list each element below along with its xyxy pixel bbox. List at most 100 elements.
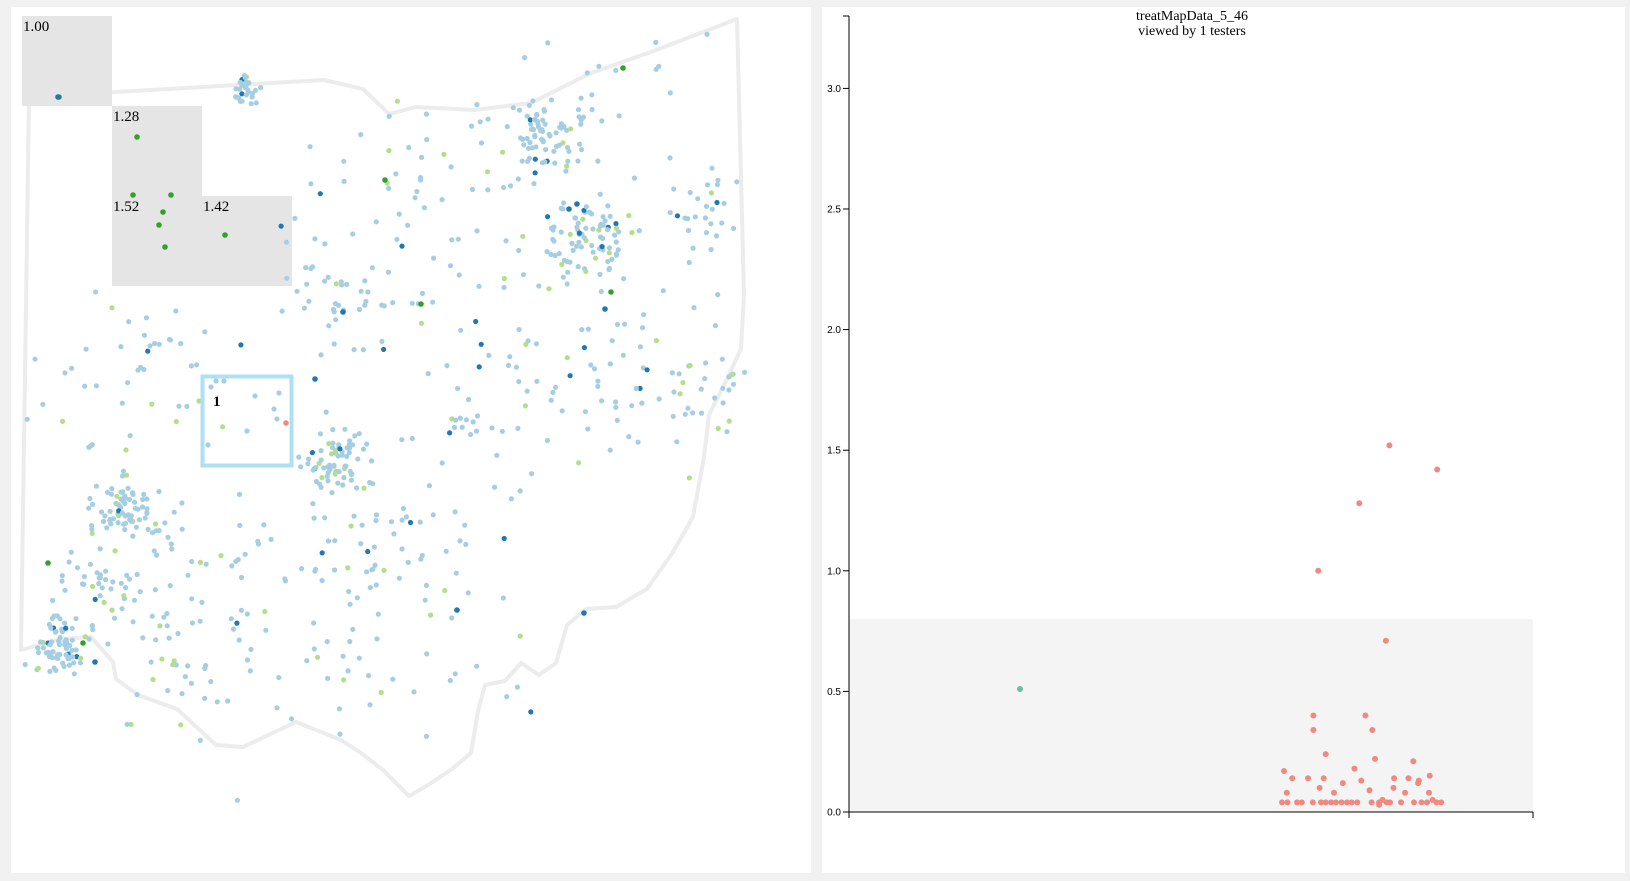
scatter-point-1-4[interactable] bbox=[1382, 637, 1389, 644]
scatter-point-1-11[interactable] bbox=[1410, 758, 1417, 765]
map-point-728 bbox=[399, 517, 405, 523]
scatter-point-1-51[interactable] bbox=[1424, 799, 1430, 806]
scatter-point-1-12[interactable] bbox=[1281, 768, 1287, 774]
map-point-dark-green-7 bbox=[222, 232, 228, 238]
scatter-point-1-33[interactable] bbox=[1294, 799, 1300, 806]
scatter-point-1-16[interactable] bbox=[1305, 775, 1311, 782]
y-tick-label-0: 0.0 bbox=[827, 808, 841, 819]
map-point-128 bbox=[136, 517, 142, 523]
scatter-point-1-34[interactable] bbox=[1298, 799, 1305, 806]
map-point-106 bbox=[114, 493, 120, 499]
map-point-637 bbox=[189, 620, 196, 626]
scatter-point-1-13[interactable] bbox=[1351, 765, 1358, 772]
map-point-709 bbox=[599, 118, 605, 124]
selection-box[interactable] bbox=[200, 374, 294, 468]
scatter-point-1-55[interactable] bbox=[1387, 799, 1393, 806]
map-point-149 bbox=[317, 431, 324, 437]
map-point-806 bbox=[89, 622, 95, 629]
scatter-point-1-5[interactable] bbox=[1310, 712, 1317, 719]
map-point-445 bbox=[449, 237, 455, 243]
scatter-point-1-21[interactable] bbox=[1358, 777, 1365, 784]
scatter-point-1-2[interactable] bbox=[1356, 500, 1363, 507]
scatter-point-1-15[interactable] bbox=[1289, 775, 1296, 782]
scatter-point-1-29[interactable] bbox=[1402, 789, 1409, 796]
scatter-point-1-30[interactable] bbox=[1426, 789, 1432, 796]
scatter-point-1-26[interactable] bbox=[1283, 789, 1290, 796]
scatter-point-1-19[interactable] bbox=[1405, 775, 1412, 782]
map-point-413 bbox=[507, 354, 513, 360]
map-point-385 bbox=[240, 82, 246, 88]
map-point-29 bbox=[47, 668, 53, 675]
map-point-675 bbox=[703, 203, 710, 209]
scatter-point-1-41[interactable] bbox=[1344, 799, 1350, 806]
map-point-selected-1 bbox=[276, 390, 282, 396]
scatter-point-1-40[interactable] bbox=[1338, 799, 1345, 806]
scatter-point-1-36[interactable] bbox=[1318, 799, 1324, 806]
scatter-point-1-43[interactable] bbox=[1354, 799, 1361, 806]
scatter-point-1-42[interactable] bbox=[1348, 799, 1355, 806]
scatter-point-1-14[interactable] bbox=[1426, 772, 1433, 779]
scatter-point-1-31[interactable] bbox=[1279, 799, 1285, 806]
scatter-point-1-10[interactable] bbox=[1372, 755, 1378, 762]
cell-0[interactable] bbox=[22, 16, 112, 106]
map-point-316 bbox=[581, 235, 587, 241]
scatter-plot: treatMapData_5_46 viewed by 1 testers 0.… bbox=[827, 9, 1534, 819]
map-point-665 bbox=[179, 691, 185, 697]
map-point-727 bbox=[358, 541, 364, 547]
scatter-point-1-32[interactable] bbox=[1284, 799, 1291, 806]
map-point-467 bbox=[394, 98, 400, 104]
scatter-point-1-35[interactable] bbox=[1309, 799, 1316, 806]
scatter-point-1-8[interactable] bbox=[1310, 727, 1317, 733]
map-point-312 bbox=[546, 286, 552, 292]
map-point-617 bbox=[367, 702, 373, 708]
map-point-720 bbox=[575, 107, 582, 113]
scatter-point-1-9[interactable] bbox=[1322, 751, 1329, 758]
scatter-point-1-37[interactable] bbox=[1322, 799, 1329, 806]
scatter-point-1-0[interactable] bbox=[1386, 442, 1393, 449]
map-point-dark-blue-2 bbox=[312, 376, 318, 382]
map-point-dark-green-13 bbox=[608, 289, 614, 295]
map-point-83 bbox=[115, 520, 121, 526]
cell-1[interactable] bbox=[112, 106, 202, 196]
map-point-122 bbox=[108, 491, 114, 497]
scatter-point-0-0[interactable] bbox=[1017, 686, 1023, 692]
scatter-point-1-18[interactable] bbox=[1391, 775, 1398, 782]
map-point-563 bbox=[588, 362, 594, 368]
scatter-point-1-50[interactable] bbox=[1418, 799, 1425, 806]
scatter-point-1-28[interactable] bbox=[1366, 787, 1373, 794]
map-point-710 bbox=[596, 63, 602, 69]
scatter-point-1-23[interactable] bbox=[1339, 780, 1346, 787]
scatter-point-1-54[interactable] bbox=[1438, 799, 1445, 806]
map-point-615 bbox=[268, 536, 274, 543]
scatter-point-1-6[interactable] bbox=[1362, 712, 1369, 719]
scatter-point-1-48[interactable] bbox=[1398, 799, 1404, 806]
map-point-427 bbox=[468, 431, 474, 438]
scatter-point-1-53[interactable] bbox=[1433, 799, 1440, 806]
scatter-point-1-27[interactable] bbox=[1331, 789, 1337, 796]
scatter-point-1-3[interactable] bbox=[1315, 567, 1322, 574]
cell-2[interactable] bbox=[112, 196, 202, 286]
scatter-point-1-56[interactable] bbox=[1376, 801, 1383, 808]
map-point-286 bbox=[536, 283, 542, 289]
scatter-point-1-39[interactable] bbox=[1333, 799, 1339, 806]
scatter-point-1-17[interactable] bbox=[1320, 775, 1327, 782]
map-point-686 bbox=[731, 225, 737, 231]
scatter-point-1-49[interactable] bbox=[1411, 799, 1417, 806]
scatter-point-1-22[interactable] bbox=[1316, 784, 1323, 791]
map-point-712 bbox=[613, 67, 619, 73]
map-point-646 bbox=[124, 572, 130, 579]
map-point-535 bbox=[613, 404, 619, 410]
map-point-668 bbox=[164, 623, 170, 629]
map-point-116 bbox=[108, 521, 114, 527]
scatter-point-1-7[interactable] bbox=[1369, 727, 1376, 733]
scatter-point-1-24[interactable] bbox=[1415, 780, 1422, 787]
scatter-point-1-44[interactable] bbox=[1368, 799, 1375, 806]
map-point-898 bbox=[726, 418, 732, 424]
map-point-412 bbox=[478, 341, 484, 347]
map-point-772 bbox=[73, 616, 79, 622]
scatter-point-1-38[interactable] bbox=[1328, 799, 1335, 806]
scatter-point-1-25[interactable] bbox=[1390, 784, 1397, 791]
cell-3[interactable] bbox=[202, 196, 292, 286]
map-point-739 bbox=[500, 595, 506, 601]
scatter-point-1-1[interactable] bbox=[1434, 466, 1441, 473]
